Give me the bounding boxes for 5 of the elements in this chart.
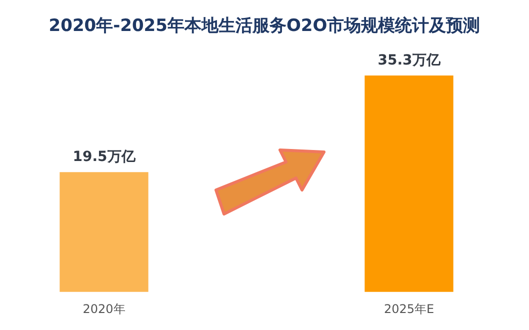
chart-title: 2020年-2025年本地生活服务O2O市场规模统计及预测 [48, 15, 482, 37]
data-label: 35.3万亿 [378, 52, 442, 69]
data-label: 19.5万亿 [72, 149, 136, 166]
x-tick-label: 2020年 [82, 302, 126, 316]
x-tick-label: 2025年E [384, 302, 434, 316]
